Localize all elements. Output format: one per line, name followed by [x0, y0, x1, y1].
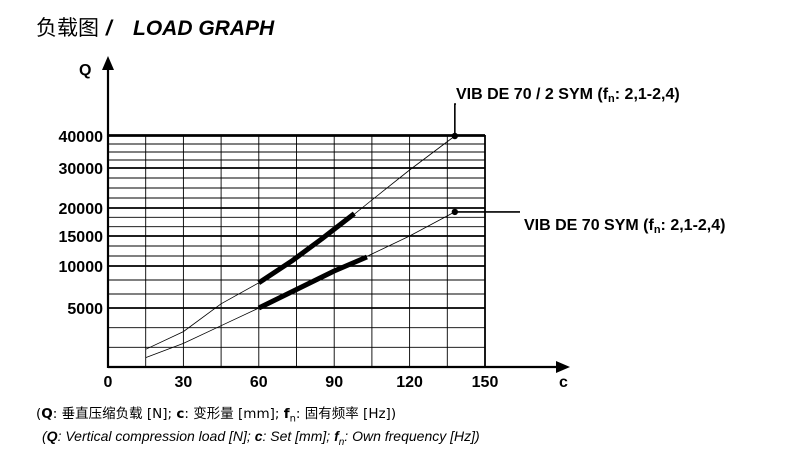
chart-title-en: LOAD GRAPH	[133, 17, 275, 40]
y-tick-label: 10000	[59, 259, 104, 276]
y-tick-label: 15000	[59, 229, 104, 246]
caption-english: (Q: Vertical compression load [N]; c: Se…	[42, 428, 480, 448]
y-axis-arrow	[102, 56, 114, 70]
x-tick-label: 150	[472, 374, 499, 391]
y-tick-label: 5000	[67, 301, 103, 318]
series-label: VIB DE 70 / 2 SYM (fn: 2,1-2,4)	[456, 86, 680, 105]
caption-en-q-key: Q	[46, 428, 58, 444]
caption-zh-q-text: : 垂直压缩负载 [N];	[52, 406, 177, 422]
x-tick-label: 120	[396, 374, 423, 391]
chart-title-sep: /	[100, 17, 118, 40]
x-axis-label: c	[559, 374, 568, 391]
series-thick-line	[257, 254, 368, 311]
caption-en-q-text: : Vertical compression load [N];	[57, 428, 255, 444]
curves	[145, 132, 459, 358]
caption-zh-f-key: f	[283, 406, 290, 422]
series-labels: VIB DE 70 / 2 SYM (fn: 2,1-2,4) VIB DE 70…	[454, 86, 725, 236]
y-axis-label: Q	[79, 62, 91, 79]
series-end-point	[451, 208, 459, 216]
y-tick-label: 30000	[59, 161, 104, 178]
caption-en-f-key: f	[334, 428, 339, 444]
chart-title-zh: 负载图	[36, 16, 99, 40]
x-tick-label: 90	[325, 374, 343, 391]
caption-zh-q-key: Q	[41, 406, 53, 422]
caption-en-c-text: : Set [mm];	[262, 428, 335, 444]
y-tick-label: 40000	[59, 129, 104, 146]
y-tick-label: 20000	[59, 201, 104, 218]
leader-line	[454, 103, 456, 136]
axes	[102, 56, 570, 373]
caption-en-c-key: c	[254, 428, 263, 444]
caption-chinese: (Q: 垂直压缩负载 [N]; c: 变形量 [mm]; fn: 固有频率 [H…	[36, 406, 397, 425]
x-tick-label: 30	[175, 374, 193, 391]
ticks: 0 30 60 90 120 150 5000 10000 15000 20000 30000 400…	[59, 129, 499, 391]
series-thick-line	[257, 211, 356, 285]
grid	[107, 134, 486, 367]
caption-zh-c-key: c	[176, 406, 185, 422]
x-tick-label: 0	[104, 374, 113, 391]
x-tick-label: 60	[250, 374, 268, 391]
x-axis-arrow	[556, 361, 570, 373]
caption-zh-c-text: : 变形量 [mm];	[184, 406, 284, 422]
series-thin-line	[145, 211, 455, 358]
caption-zh-f-text: : 固有频率 [Hz])	[295, 406, 397, 422]
series-label: VIB DE 70 SYM (fn: 2,1-2,4)	[524, 217, 725, 236]
caption-en-f-text: : Own frequency [Hz])	[344, 428, 480, 444]
